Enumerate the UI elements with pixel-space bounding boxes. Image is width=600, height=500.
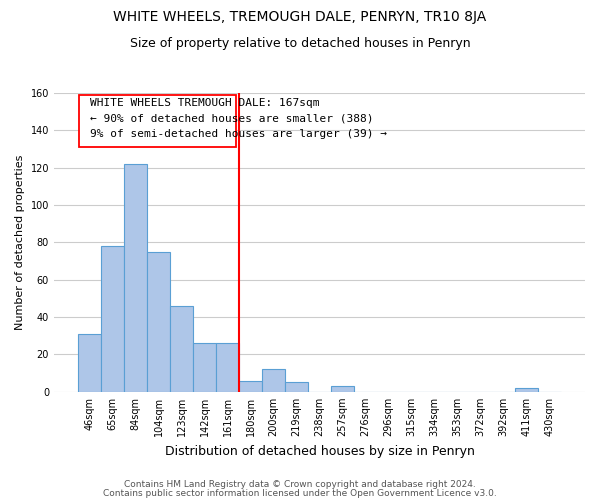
- X-axis label: Distribution of detached houses by size in Penryn: Distribution of detached houses by size …: [164, 444, 475, 458]
- Bar: [515, 388, 538, 392]
- Bar: [262, 370, 285, 392]
- Text: Contains public sector information licensed under the Open Government Licence v3: Contains public sector information licen…: [103, 489, 497, 498]
- Text: WHITE WHEELS, TREMOUGH DALE, PENRYN, TR10 8JA: WHITE WHEELS, TREMOUGH DALE, PENRYN, TR1…: [113, 10, 487, 24]
- Text: ← 90% of detached houses are smaller (388): ← 90% of detached houses are smaller (38…: [89, 114, 373, 124]
- Bar: [124, 164, 147, 392]
- Bar: [78, 334, 101, 392]
- Text: Size of property relative to detached houses in Penryn: Size of property relative to detached ho…: [130, 38, 470, 51]
- Text: Contains HM Land Registry data © Crown copyright and database right 2024.: Contains HM Land Registry data © Crown c…: [124, 480, 476, 489]
- Bar: [193, 343, 216, 392]
- Bar: [147, 252, 170, 392]
- Text: 9% of semi-detached houses are larger (39) →: 9% of semi-detached houses are larger (3…: [89, 130, 386, 140]
- Bar: [285, 382, 308, 392]
- Y-axis label: Number of detached properties: Number of detached properties: [15, 154, 25, 330]
- Bar: [170, 306, 193, 392]
- Text: WHITE WHEELS TREMOUGH DALE: 167sqm: WHITE WHEELS TREMOUGH DALE: 167sqm: [89, 98, 319, 108]
- Bar: [216, 343, 239, 392]
- FancyBboxPatch shape: [79, 95, 236, 147]
- Bar: [239, 380, 262, 392]
- Bar: [331, 386, 354, 392]
- Bar: [101, 246, 124, 392]
